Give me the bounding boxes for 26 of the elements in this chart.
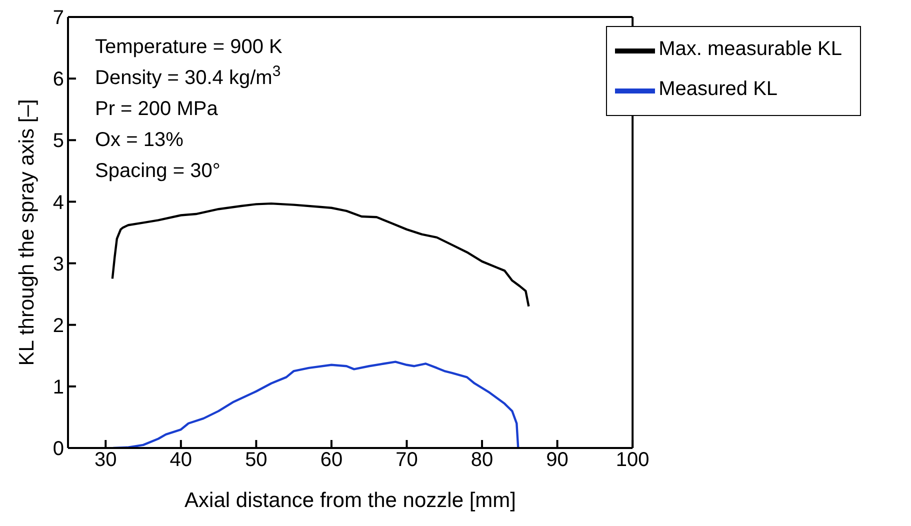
legend-label: Measured KL bbox=[658, 78, 778, 100]
y-axis-title: KL through the spray axis [–] bbox=[15, 99, 38, 366]
x-tick-label: 90 bbox=[546, 449, 568, 472]
x-tick-label: 60 bbox=[320, 449, 343, 472]
annotation: Temperature = 900 K bbox=[95, 36, 283, 58]
x-tick-label: 50 bbox=[245, 449, 268, 472]
y-tick-label: 7 bbox=[52, 7, 64, 30]
x-tick-label: 40 bbox=[170, 449, 192, 472]
annotation: Pr = 200 MPa bbox=[95, 98, 219, 120]
annotation: Ox = 13% bbox=[95, 129, 184, 151]
x-tick-label: 70 bbox=[396, 449, 418, 472]
annotation: Density = 30.4 kg/m$^{3}$ bbox=[95, 62, 281, 89]
y-tick-label: 0 bbox=[52, 438, 64, 460]
legend-label: Max. measurable KL bbox=[658, 38, 842, 60]
y-tick-label: 1 bbox=[52, 376, 64, 399]
x-tick-label: 30 bbox=[94, 449, 117, 472]
y-tick-label: 4 bbox=[52, 192, 64, 214]
x-tick-label: 80 bbox=[470, 449, 494, 472]
y-tick-label: 2 bbox=[52, 314, 64, 337]
x-tick-label: 100 bbox=[616, 449, 650, 472]
y-tick-label: 5 bbox=[52, 130, 64, 152]
y-tick-label: 3 bbox=[52, 253, 64, 276]
line-series bbox=[111, 202, 530, 308]
y-tick-label: 6 bbox=[52, 68, 64, 91]
annotation: Spacing = 30° bbox=[95, 160, 220, 182]
x-axis-title: Axial distance from the nozzle [mm] bbox=[184, 488, 516, 512]
